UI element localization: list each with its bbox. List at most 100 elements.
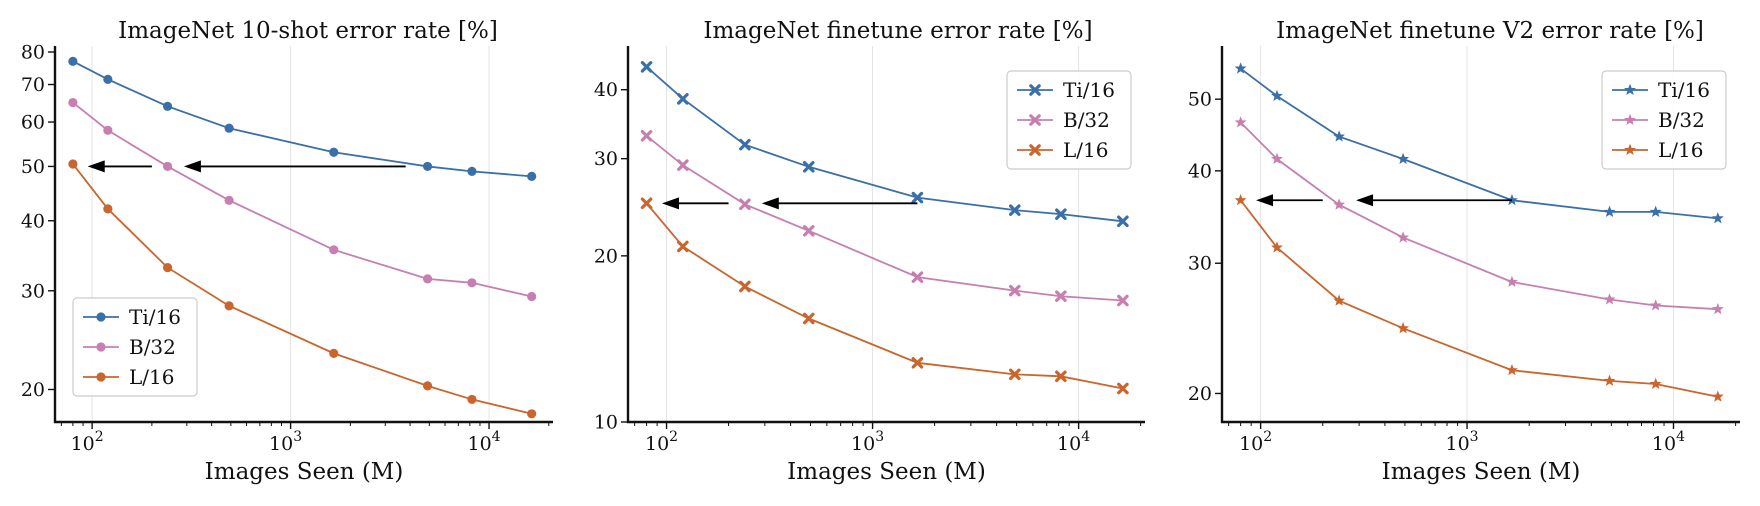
y-tick-label: 40 bbox=[1188, 160, 1212, 182]
chart-title: ImageNet 10-shot error rate [%] bbox=[118, 18, 498, 44]
data-point-L-16 bbox=[1649, 377, 1662, 390]
arrow-head bbox=[661, 197, 679, 210]
series-line-B-32 bbox=[72, 101, 532, 298]
data-point-L-16 bbox=[1711, 390, 1724, 402]
x-tick-exponent: 4 bbox=[492, 429, 501, 445]
data-point-L-16 bbox=[1055, 370, 1067, 383]
data-point-Ti-16 bbox=[1333, 130, 1346, 142]
data-point-L-16 bbox=[1117, 382, 1129, 395]
data-point-B-32 bbox=[1506, 275, 1518, 288]
data-point-Ti-16 bbox=[1008, 204, 1021, 216]
y-tick-label: 30 bbox=[21, 280, 45, 302]
y-tick-label: 20 bbox=[21, 379, 45, 401]
legend-marker bbox=[1624, 83, 1636, 96]
data-point-B-32 bbox=[1603, 293, 1616, 305]
arrow-head bbox=[761, 197, 779, 210]
legend-box bbox=[1601, 70, 1727, 170]
y-tick-label: 40 bbox=[594, 79, 618, 101]
legend-label: Ti/16 bbox=[129, 305, 181, 329]
series-line-L-16 bbox=[1239, 199, 1719, 398]
data-point-B-32 bbox=[739, 198, 751, 211]
data-point-B-32 bbox=[1711, 302, 1724, 315]
data-point-L-16 bbox=[527, 409, 537, 419]
x-tick-exponent: 2 bbox=[95, 429, 104, 445]
data-point-L-16 bbox=[802, 312, 815, 325]
x-tick-base: 10 bbox=[851, 433, 875, 455]
series-line-Ti-16 bbox=[1240, 67, 1718, 220]
y-tick-label: 50 bbox=[21, 156, 45, 178]
data-point-Ti-16 bbox=[1234, 62, 1247, 74]
x-tick-exponent: 3 bbox=[293, 429, 302, 445]
data-point-Ti-16 bbox=[677, 93, 689, 105]
y-tick-label: 10 bbox=[594, 412, 618, 434]
data-point-B-32 bbox=[802, 225, 815, 237]
data-point-L-16 bbox=[739, 280, 751, 293]
data-point-L-16 bbox=[103, 204, 113, 214]
x-tick-exponent: 4 bbox=[1676, 429, 1685, 445]
data-point-Ti-16 bbox=[224, 123, 234, 133]
data-point-B-32 bbox=[1271, 152, 1283, 165]
x-tick-base: 10 bbox=[467, 433, 491, 455]
x-tick-base: 10 bbox=[269, 433, 293, 455]
data-point-L-16 bbox=[640, 197, 653, 210]
x-axis-label: Images Seen (M) bbox=[1382, 459, 1581, 485]
data-point-B-32 bbox=[422, 274, 433, 284]
series-line-Ti-16 bbox=[645, 66, 1123, 223]
x-tick-label: 104 bbox=[1652, 429, 1685, 455]
data-point-L-16 bbox=[422, 381, 433, 391]
data-point-B-32 bbox=[1649, 299, 1662, 311]
series-line-B-32 bbox=[646, 135, 1123, 302]
data-point-Ti-16 bbox=[1649, 205, 1662, 217]
data-point-Ti-16 bbox=[1117, 215, 1129, 228]
legend-marker bbox=[1029, 84, 1041, 96]
data-point-L-16 bbox=[1397, 322, 1410, 334]
data-point-B-32 bbox=[1117, 294, 1129, 307]
chart-title: ImageNet finetune V2 error rate [%] bbox=[1276, 18, 1704, 44]
legend-label: Ti/16 bbox=[1063, 78, 1115, 102]
data-point-Ti-16 bbox=[162, 101, 173, 111]
legend-box bbox=[72, 297, 198, 397]
legend-label: B/32 bbox=[1658, 108, 1705, 132]
y-tick-label: 60 bbox=[21, 112, 45, 134]
series-line-L-16 bbox=[645, 202, 1124, 390]
data-point-B-32 bbox=[640, 130, 653, 142]
data-point-B-32 bbox=[911, 271, 924, 283]
data-point-B-32 bbox=[677, 159, 689, 171]
legend-marker bbox=[1624, 143, 1636, 156]
arrow-head bbox=[183, 160, 201, 173]
legend-label: Ti/16 bbox=[1658, 78, 1710, 102]
legend-marker bbox=[96, 342, 106, 352]
data-point-Ti-16 bbox=[640, 61, 653, 73]
data-point-Ti-16 bbox=[68, 56, 78, 66]
y-tick-label: 40 bbox=[21, 210, 45, 232]
y-tick-label: 20 bbox=[594, 245, 618, 267]
data-point-Ti-16 bbox=[1055, 208, 1067, 220]
x-axis-label: Images Seen (M) bbox=[205, 459, 404, 485]
data-point-Ti-16 bbox=[467, 166, 477, 176]
y-tick-label: 30 bbox=[594, 148, 618, 170]
legend-label: B/32 bbox=[1063, 108, 1110, 132]
legend-marker bbox=[1029, 144, 1041, 156]
y-tick-label: 70 bbox=[21, 74, 45, 96]
data-point-L-16 bbox=[1008, 368, 1021, 381]
data-point-L-16 bbox=[68, 159, 78, 169]
y-tick-label: 20 bbox=[1188, 383, 1212, 405]
data-point-B-32 bbox=[1055, 290, 1067, 303]
series-line-Ti-16 bbox=[72, 60, 532, 178]
x-tick-label: 103 bbox=[269, 429, 302, 455]
data-point-L-16 bbox=[911, 357, 924, 369]
data-point-Ti-16 bbox=[739, 138, 751, 151]
data-point-B-32 bbox=[103, 125, 113, 135]
x-tick-base: 10 bbox=[1445, 433, 1469, 455]
x-tick-label: 103 bbox=[851, 429, 884, 455]
legend-label: L/16 bbox=[1063, 138, 1108, 162]
x-tick-base: 10 bbox=[1057, 433, 1081, 455]
y-tick-label: 30 bbox=[1188, 253, 1212, 275]
legend-marker bbox=[1029, 114, 1041, 126]
legend-marker bbox=[96, 312, 106, 322]
legend-marker bbox=[96, 372, 106, 382]
